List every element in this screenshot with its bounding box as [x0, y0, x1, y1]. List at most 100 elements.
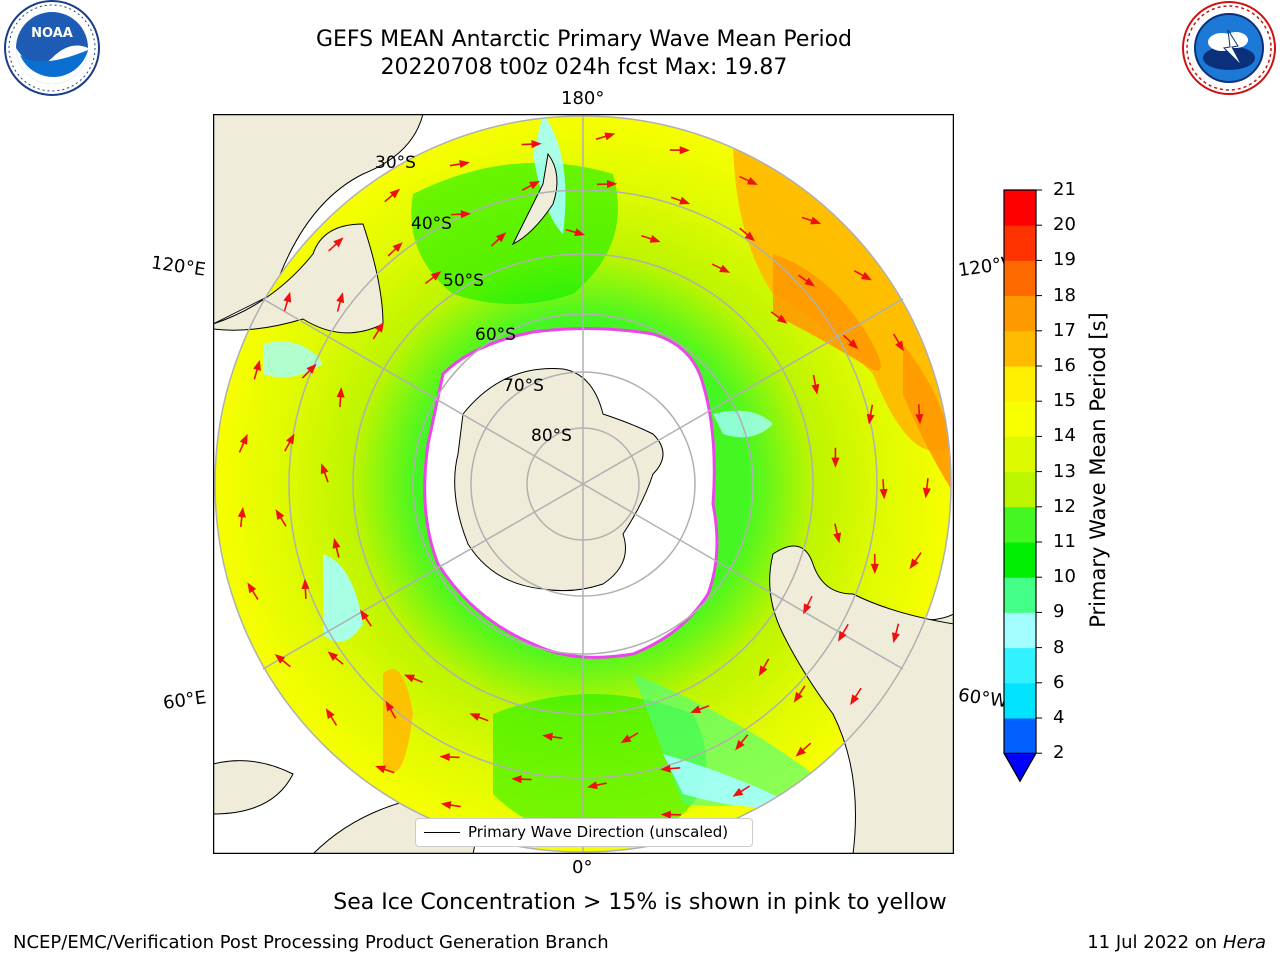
wave-arrow-head [744, 231, 756, 242]
colorbar-segment [1004, 366, 1036, 402]
colorbar-tick-label: 9 [1053, 601, 1065, 623]
footnote: Sea Ice Concentration > 15% is shown in … [333, 890, 947, 915]
lat-label-30s: 30°S [375, 153, 416, 173]
lat-label-70s: 70°S [503, 376, 544, 396]
colorbar-segment [1004, 542, 1036, 578]
wave-arrow-head [274, 654, 286, 664]
antarctica [454, 368, 664, 592]
polar-map: 30°S 40°S 50°S 60°S 70°S 80°S [213, 114, 954, 854]
wave-arrow-head [915, 413, 924, 425]
wave-arrow-head [860, 271, 872, 281]
colorbar-tick-label: 17 [1053, 319, 1076, 341]
wave-arrow-head [511, 775, 522, 784]
wave-arrow-head [574, 228, 586, 237]
colorbar-extend-arrow [1003, 752, 1037, 783]
colorbar-segment [1004, 260, 1036, 297]
wave-arrow-head [679, 146, 690, 155]
wave-arrow-head [895, 340, 904, 352]
wave-arrow-head [542, 732, 553, 741]
wave-arrow-head [392, 242, 403, 253]
swell-zone-orange [733, 134, 951, 451]
wave-arrow-head [746, 176, 758, 185]
colorbar-segment [1004, 612, 1036, 649]
wave-arrow-head [660, 764, 671, 773]
wave-arrow-head [385, 700, 395, 712]
wave-arrow-head [440, 801, 452, 810]
wave-arrow-head [810, 216, 822, 225]
colorbar-tick-label: 8 [1053, 636, 1065, 658]
wave-arrow-head [837, 630, 847, 642]
wave-arrow-head [848, 339, 859, 350]
wave-arrow-head [336, 387, 345, 398]
wave-arrow-head [831, 457, 840, 468]
wave-arrow-head [306, 363, 317, 374]
colorbar-tick-label: 14 [1053, 425, 1076, 447]
graticule [214, 114, 952, 854]
wave-arrow-head [333, 237, 344, 248]
wave-arrow-head [327, 651, 339, 661]
wave-arrow-head [359, 609, 370, 621]
wave-arrow-head [803, 603, 812, 615]
colorbar-segment [1004, 471, 1036, 508]
colorbar-label: Primary Wave Mean Period [s] [1086, 312, 1110, 628]
colorbar-segment [1004, 190, 1036, 226]
wave-arrow-head [892, 632, 900, 644]
colorbar-tick-label: 21 [1053, 179, 1076, 200]
wave-arrow-head [909, 558, 919, 570]
colorbar-segment [1004, 295, 1036, 332]
colorbar-segment [1004, 718, 1036, 754]
wave-arrow-head [286, 433, 295, 445]
legend-label: Primary Wave Direction (unscaled) [468, 823, 729, 841]
wave-arrow-head [275, 509, 285, 520]
plot-subtitle: 20220708 t00z 024h fcst Max: 19.87 [380, 55, 788, 80]
wave-arrow-head [239, 433, 248, 445]
wave-arrow-head [459, 160, 470, 169]
wave-arrow-head [719, 264, 731, 273]
colorbar-tick-label: 2 [1053, 742, 1065, 764]
wave-arrow-head [325, 708, 335, 720]
footer-credit: NCEP/EMC/Verification Post Processing Pr… [13, 932, 609, 953]
wave-arrow-head [690, 705, 702, 714]
wave-arrow-head [649, 234, 661, 243]
wave-arrow-head [833, 532, 842, 544]
wave-arrow-head [301, 578, 310, 590]
wave-arrow-head [336, 292, 345, 304]
wave-arrow-head [247, 582, 257, 594]
wave-arrow-head [403, 674, 415, 683]
colorbar-segment [1004, 401, 1036, 437]
footer-date: 11 Jul 2022 on Hera [1087, 932, 1266, 953]
colorbar-tick-label: 15 [1053, 390, 1076, 412]
wave-arrow-head [495, 232, 507, 243]
wave-arrow-head [758, 665, 768, 677]
colorbar-tick-label: 10 [1053, 566, 1076, 588]
lat-label-50s: 50°S [443, 271, 484, 291]
colorbar-tick-label: 12 [1053, 495, 1076, 517]
wave-arrow-head [389, 188, 401, 199]
wave-arrow-head [879, 488, 888, 500]
wave-arrow-head [660, 810, 671, 819]
wave-arrow-head [430, 271, 442, 281]
lon-label-60e: 60°E [161, 687, 208, 714]
footer-host: Hera [1222, 932, 1266, 953]
colorbar-tick-label: 19 [1053, 249, 1076, 271]
lat-label-40s: 40°S [411, 214, 452, 234]
wave-arrow-head [804, 277, 815, 287]
wave-arrow-head [922, 487, 931, 499]
wave-arrow-head [732, 787, 744, 797]
wave-arrow-head [811, 383, 820, 395]
colorbar-tick-label: 20 [1053, 214, 1076, 236]
wave-arrow-head [793, 691, 803, 703]
colorbar-segment [1004, 577, 1036, 613]
wave-arrow-head [253, 359, 261, 371]
footer-date-text: 11 Jul 2022 on [1087, 932, 1223, 953]
wave-arrow-head [606, 180, 618, 189]
continents [213, 152, 954, 854]
nws-logo [1182, 1, 1276, 95]
colorbar-segment [1004, 682, 1036, 719]
plot-title: GEFS MEAN Antarctic Primary Wave Mean Pe… [315, 27, 853, 52]
wave-arrow-head [332, 537, 341, 549]
wave-arrow-head [679, 196, 691, 205]
wave-arrow-head [529, 180, 540, 190]
colorbar-segment [1004, 225, 1036, 261]
colorbar-segment [1004, 330, 1036, 367]
